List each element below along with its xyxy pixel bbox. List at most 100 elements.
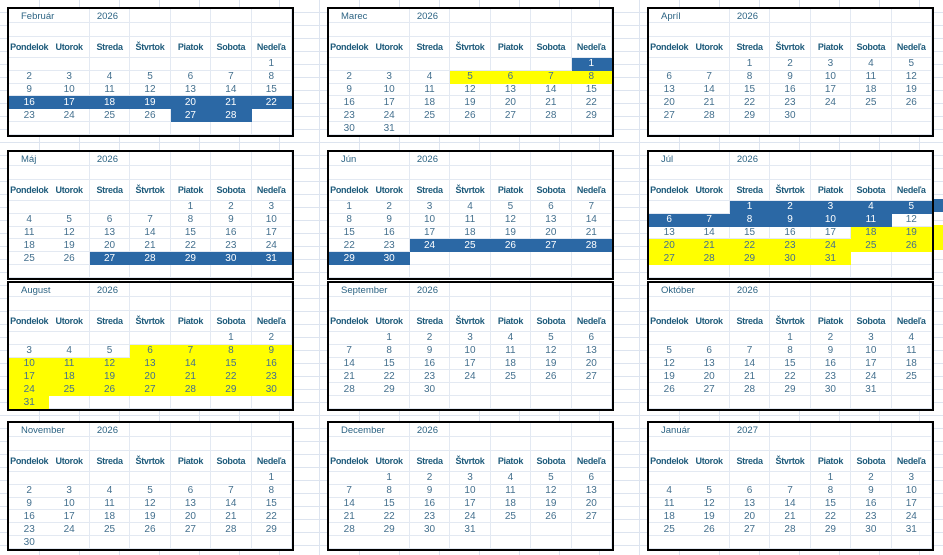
month-year[interactable]: 2026 [89,9,131,23]
day-cell[interactable]: 21 [689,96,730,110]
weekday-header[interactable]: Streda [729,311,771,332]
day-cell[interactable]: 15 [251,497,292,511]
empty-day-cell[interactable] [89,122,131,135]
day-cell[interactable]: 23 [369,239,410,253]
empty-day-cell[interactable] [571,265,612,278]
day-cell[interactable]: 1 [251,58,292,71]
empty-cell[interactable] [89,297,131,311]
empty-day-cell[interactable] [729,536,771,549]
empty-cell[interactable] [450,423,491,437]
day-cell[interactable]: 4 [490,472,532,485]
day-cell[interactable]: 9 [9,498,50,511]
day-cell[interactable]: 11 [409,83,451,97]
day-cell[interactable]: 14 [689,226,730,240]
empty-cell[interactable] [409,437,451,451]
weekday-header[interactable]: Utorok [689,180,730,201]
weekday-header[interactable]: Streda [89,311,131,332]
weekday-header[interactable]: Piatok [170,451,212,472]
empty-cell[interactable] [729,437,771,451]
day-cell[interactable]: 14 [571,213,612,227]
empty-day-cell[interactable] [49,265,90,278]
day-cell[interactable]: 19 [531,357,572,371]
day-cell[interactable]: 29 [211,383,252,397]
day-cell[interactable]: 24 [851,370,892,384]
day-cell[interactable]: 17 [49,510,90,524]
day-cell[interactable]: 18 [490,497,532,511]
weekday-header[interactable]: Streda [409,180,451,201]
empty-cell[interactable] [770,9,811,23]
empty-day-cell[interactable] [409,252,451,266]
empty-cell[interactable] [89,166,131,180]
day-cell[interactable]: 21 [689,239,730,253]
empty-day-cell[interactable] [531,252,572,266]
weekday-header[interactable]: Utorok [49,180,90,201]
weekday-header[interactable]: Pondelok [329,37,370,58]
empty-cell[interactable] [211,297,252,311]
day-cell[interactable]: 31 [9,396,50,409]
day-cell[interactable]: 9 [211,213,252,227]
day-cell[interactable]: 28 [729,383,771,397]
day-cell[interactable]: 7 [211,70,252,84]
empty-day-cell[interactable] [251,122,292,135]
day-cell[interactable]: 21 [729,370,771,384]
weekday-header[interactable]: Pondelok [9,180,50,201]
weekday-header[interactable]: Štvrtok [450,311,491,332]
day-cell[interactable]: 20 [89,239,131,253]
empty-cell[interactable] [810,166,852,180]
empty-cell[interactable] [450,23,491,37]
empty-cell[interactable] [170,166,212,180]
day-cell[interactable]: 11 [9,227,50,240]
weekday-header[interactable]: Štvrtok [130,311,171,332]
day-cell[interactable]: 31 [810,252,852,266]
day-cell[interactable]: 11 [490,344,532,358]
day-cell[interactable]: 21 [571,226,612,240]
empty-day-cell[interactable] [329,472,370,485]
day-cell[interactable]: 12 [130,83,171,97]
day-cell[interactable]: 13 [531,213,572,227]
weekday-header[interactable]: Sobota [211,311,252,332]
day-cell[interactable]: 7 [329,345,370,358]
day-cell[interactable]: 11 [89,83,131,97]
day-cell[interactable]: 28 [329,523,370,537]
weekday-header[interactable]: Štvrtok [130,180,171,201]
empty-cell[interactable] [770,283,811,297]
empty-day-cell[interactable] [409,58,451,71]
weekday-header[interactable]: Utorok [369,180,410,201]
empty-day-cell[interactable] [891,536,932,549]
day-cell[interactable]: 24 [49,523,90,537]
day-cell[interactable]: 22 [369,370,410,384]
weekday-header[interactable]: Pondelok [649,311,690,332]
day-cell[interactable]: 4 [490,332,532,345]
day-cell[interactable]: 27 [89,252,131,266]
empty-day-cell[interactable] [9,265,50,278]
empty-day-cell[interactable] [571,536,612,549]
day-cell[interactable]: 7 [170,344,212,358]
weekday-header[interactable]: Utorok [689,37,730,58]
weekday-header[interactable]: Utorok [369,311,410,332]
weekday-header[interactable]: Streda [409,37,451,58]
empty-cell[interactable] [130,283,171,297]
empty-day-cell[interactable] [89,472,131,485]
day-cell[interactable]: 15 [770,357,811,371]
day-cell[interactable]: 19 [891,226,932,240]
weekday-header[interactable]: Nedeľa [891,37,932,58]
empty-cell[interactable] [450,437,491,451]
weekday-header[interactable]: Sobota [211,37,252,58]
month-year[interactable]: 2027 [729,423,771,437]
empty-day-cell[interactable] [689,536,730,549]
empty-day-cell[interactable] [689,472,730,485]
empty-day-cell[interactable] [329,265,370,278]
empty-day-cell[interactable] [49,122,90,135]
day-cell[interactable]: 7 [211,484,252,498]
day-cell[interactable]: 18 [891,357,932,371]
day-cell[interactable]: 13 [649,84,690,97]
empty-day-cell[interactable] [891,252,932,266]
day-cell[interactable]: 3 [450,472,491,485]
day-cell[interactable]: 23 [9,523,50,537]
day-cell[interactable]: 14 [170,357,212,371]
day-cell[interactable]: 14 [729,357,771,371]
empty-day-cell[interactable] [9,472,50,485]
month-name[interactable]: August [9,283,90,297]
day-cell[interactable]: 11 [49,357,90,371]
day-cell[interactable]: 10 [9,357,50,371]
